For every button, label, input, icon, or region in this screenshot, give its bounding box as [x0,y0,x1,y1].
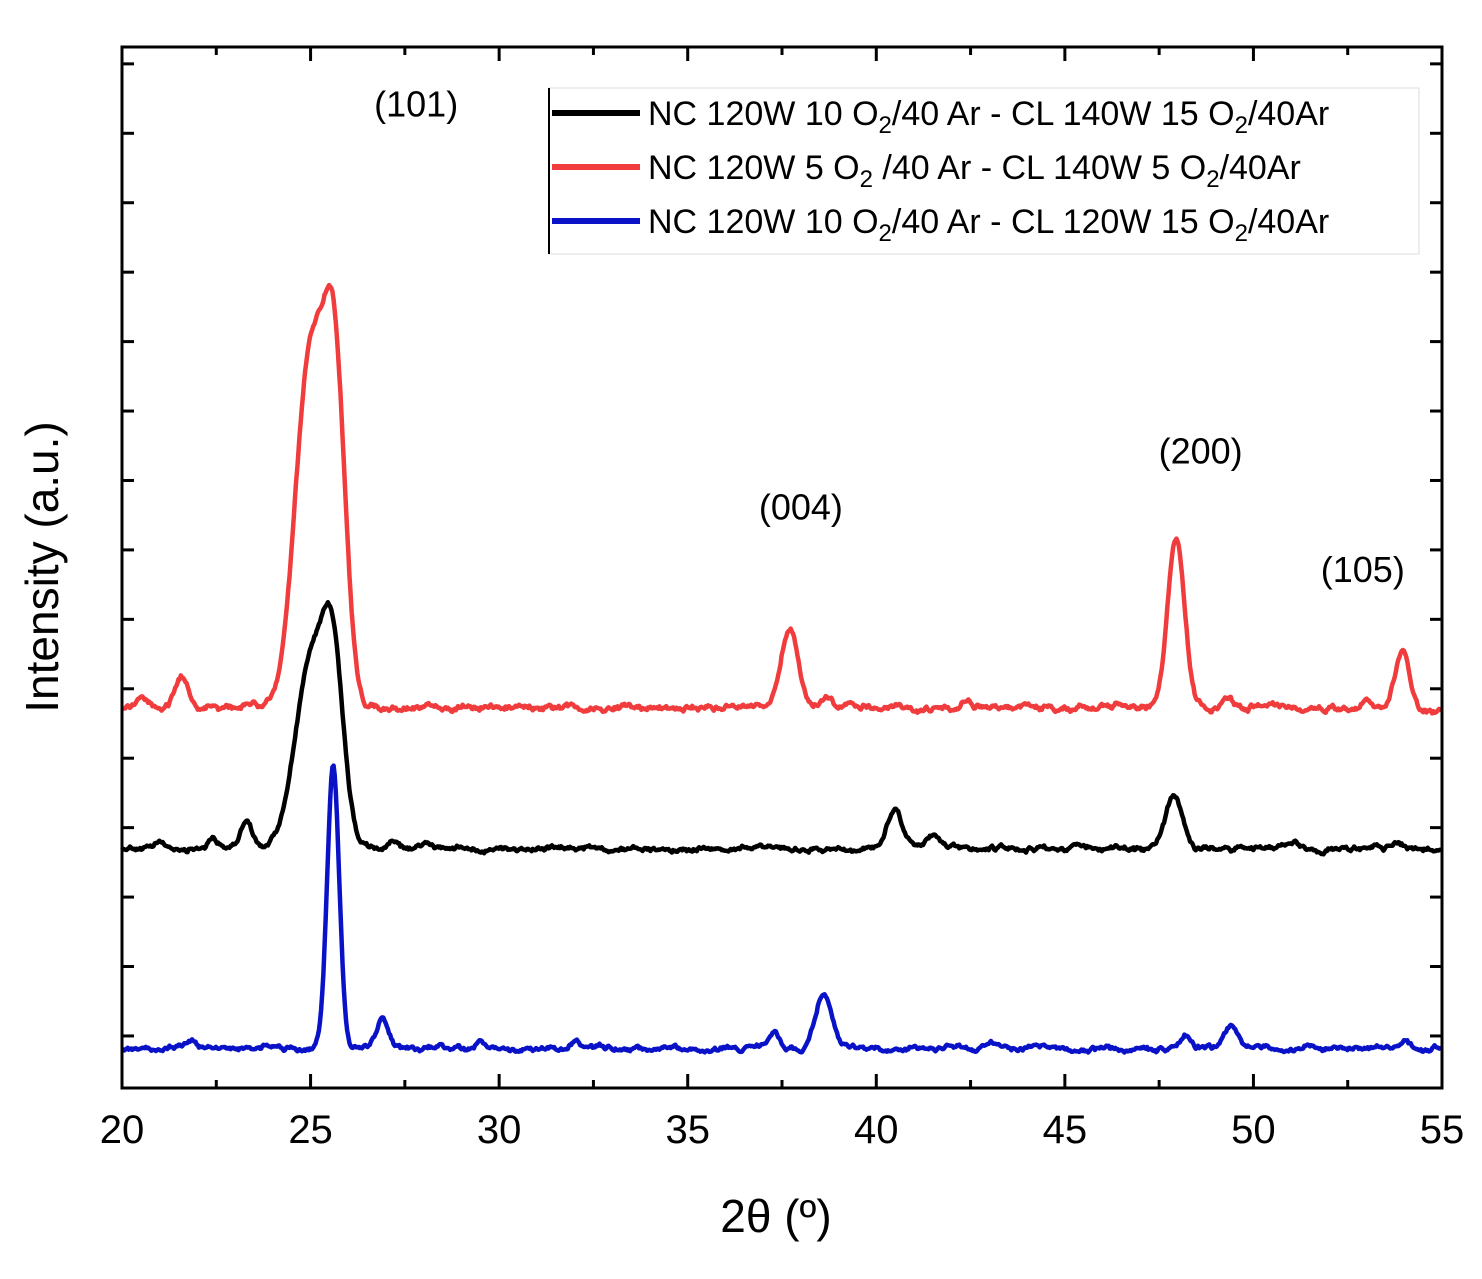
legend-text-part: /40 Ar - CL 140W 5 O [873,149,1206,187]
ticks-layer [120,47,1444,1088]
peak-label: (101) [374,84,458,125]
x-tick-label: 35 [665,1108,710,1152]
x-tick-label: 45 [1043,1108,1088,1152]
x-tick-labels: 20 25 30 35 40 45 50 55 [100,1108,1465,1152]
x-tick-label: 20 [100,1108,145,1152]
legend-text-part: /40 Ar - CL 120W 15 O [892,203,1235,241]
series-line-1 [120,599,1443,857]
legend-text-part: 2 [860,166,873,193]
series-line-2 [120,282,1443,716]
x-tick-label: 40 [854,1108,899,1152]
legend-text-part: 2 [1235,220,1248,247]
peak-annotations: (101) (004) (200) (105) [374,84,1405,590]
legend-text-part: /40Ar [1248,203,1329,241]
x-tick-label: 50 [1231,1108,1276,1152]
legend-text-part: 2 [1235,112,1248,139]
peak-label: (105) [1321,549,1405,590]
x-tick-label: 30 [477,1108,522,1152]
x-tick-label: 25 [288,1108,333,1152]
legend-text-part: NC 120W 10 O [648,95,879,133]
legend-text-part: NC 120W 5 O [648,149,860,187]
x-tick-label: 55 [1420,1108,1465,1152]
legend-text-part: 2 [1206,166,1219,193]
legend-entries: NC 120W 10 O2/40 Ar - CL 140W 15 O2/40Ar… [552,95,1329,247]
series-layer [120,282,1443,1055]
legend-label-3: NC 120W 10 O2/40 Ar - CL 120W 15 O2/40Ar [648,203,1329,247]
series-line-3 [120,763,1443,1055]
x-axis-title: 2θ (º) [720,1190,831,1242]
legend-text-part: 2 [879,220,892,247]
peak-label: (200) [1159,430,1243,471]
y-axis-title: Intensity (a.u.) [16,421,68,712]
legend-text-part: 2 [879,112,892,139]
legend-text-part: /40 Ar - CL 140W 15 O [892,95,1235,133]
legend-label-2: NC 120W 5 O2 /40 Ar - CL 140W 5 O2/40Ar [648,149,1301,193]
legend-text-part: /40Ar [1220,149,1301,187]
legend: NC 120W 10 O2/40 Ar - CL 140W 15 O2/40Ar… [548,87,1420,255]
legend-text-part: /40Ar [1248,95,1329,133]
legend-text-part: NC 120W 10 O [648,203,879,241]
legend-label-1: NC 120W 10 O2/40 Ar - CL 140W 15 O2/40Ar [648,95,1329,139]
legend-box [548,87,1420,255]
peak-label: (004) [759,487,843,528]
